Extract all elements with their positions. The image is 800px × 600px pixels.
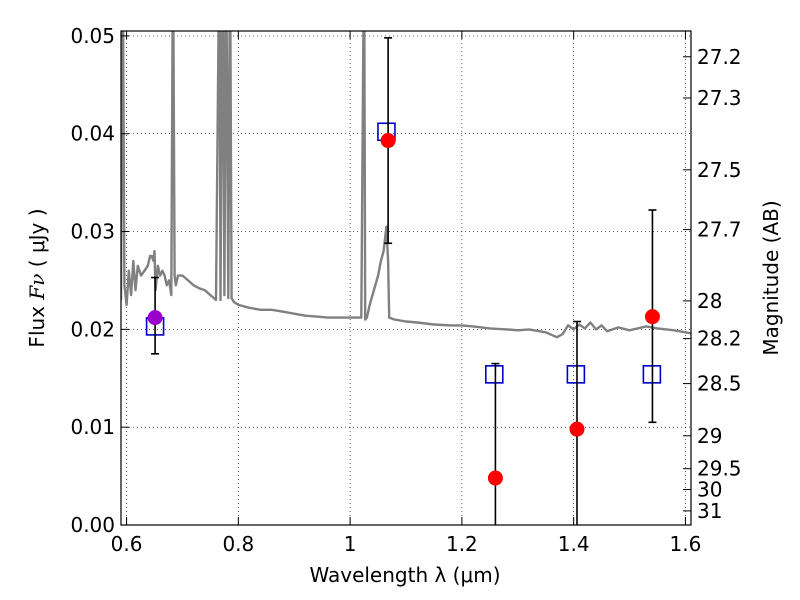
- observed-flux-point: [147, 310, 163, 326]
- y-tick-label: 0.03: [70, 220, 115, 244]
- right-tick-label: 30: [697, 477, 722, 501]
- x-tick-label: 1.6: [670, 532, 702, 556]
- errorbar-layer: [147, 37, 660, 525]
- plot-area: [121, 31, 691, 525]
- x-tick-label: 0.6: [111, 532, 143, 556]
- observed-flux-point: [380, 133, 396, 149]
- right-tick-label: 28.2: [697, 327, 742, 351]
- right-axis-label: Magnitude (AB): [759, 200, 783, 355]
- y-axis-label-prefix: Flux: [25, 300, 49, 348]
- right-tick-label: 31: [697, 499, 722, 523]
- y-tick-label: 0.00: [70, 513, 115, 537]
- x-tick-label: 1.4: [558, 532, 590, 556]
- right-tick-label: 29.5: [697, 457, 742, 481]
- right-tick-label: 27.5: [697, 158, 742, 182]
- x-tick-label: 1: [344, 532, 357, 556]
- x-tick-label: 1.2: [446, 532, 478, 556]
- ticks: 0.6 0.8 1 1.2 1.4 1.6 0.00 0.01 0.02 0.03 0.04 0.05…: [70, 24, 741, 556]
- observed-flux-point: [487, 470, 503, 486]
- y-tick-label: 0.04: [70, 122, 115, 146]
- right-tick-label: 29: [697, 424, 722, 448]
- right-tick-label: 27.2: [697, 45, 742, 69]
- right-tick-label: 28.5: [697, 372, 742, 396]
- plot-frame: [120, 30, 692, 526]
- observed-flux-point: [569, 421, 585, 437]
- right-tick-label: 27.7: [697, 218, 742, 242]
- y-tick-label: 0.05: [70, 24, 115, 48]
- model-flux-square: [566, 365, 586, 384]
- right-tick-label: 27.3: [697, 86, 742, 110]
- y-tick-label: 0.02: [70, 317, 115, 341]
- x-axis-label: Wavelength λ (μm): [309, 563, 500, 587]
- y-axis-label: Flux Fν ( μJy ): [25, 208, 49, 347]
- x-tick-label: 0.8: [222, 532, 254, 556]
- y-tick-label: 0.01: [70, 415, 115, 439]
- model-flux-square: [484, 365, 504, 384]
- y-axis-label-symbol: Fν: [25, 274, 49, 301]
- right-tick-label: 28: [697, 289, 722, 313]
- y-axis-label-suffix: ( μJy ): [25, 208, 49, 273]
- observed-flux-point: [644, 309, 660, 325]
